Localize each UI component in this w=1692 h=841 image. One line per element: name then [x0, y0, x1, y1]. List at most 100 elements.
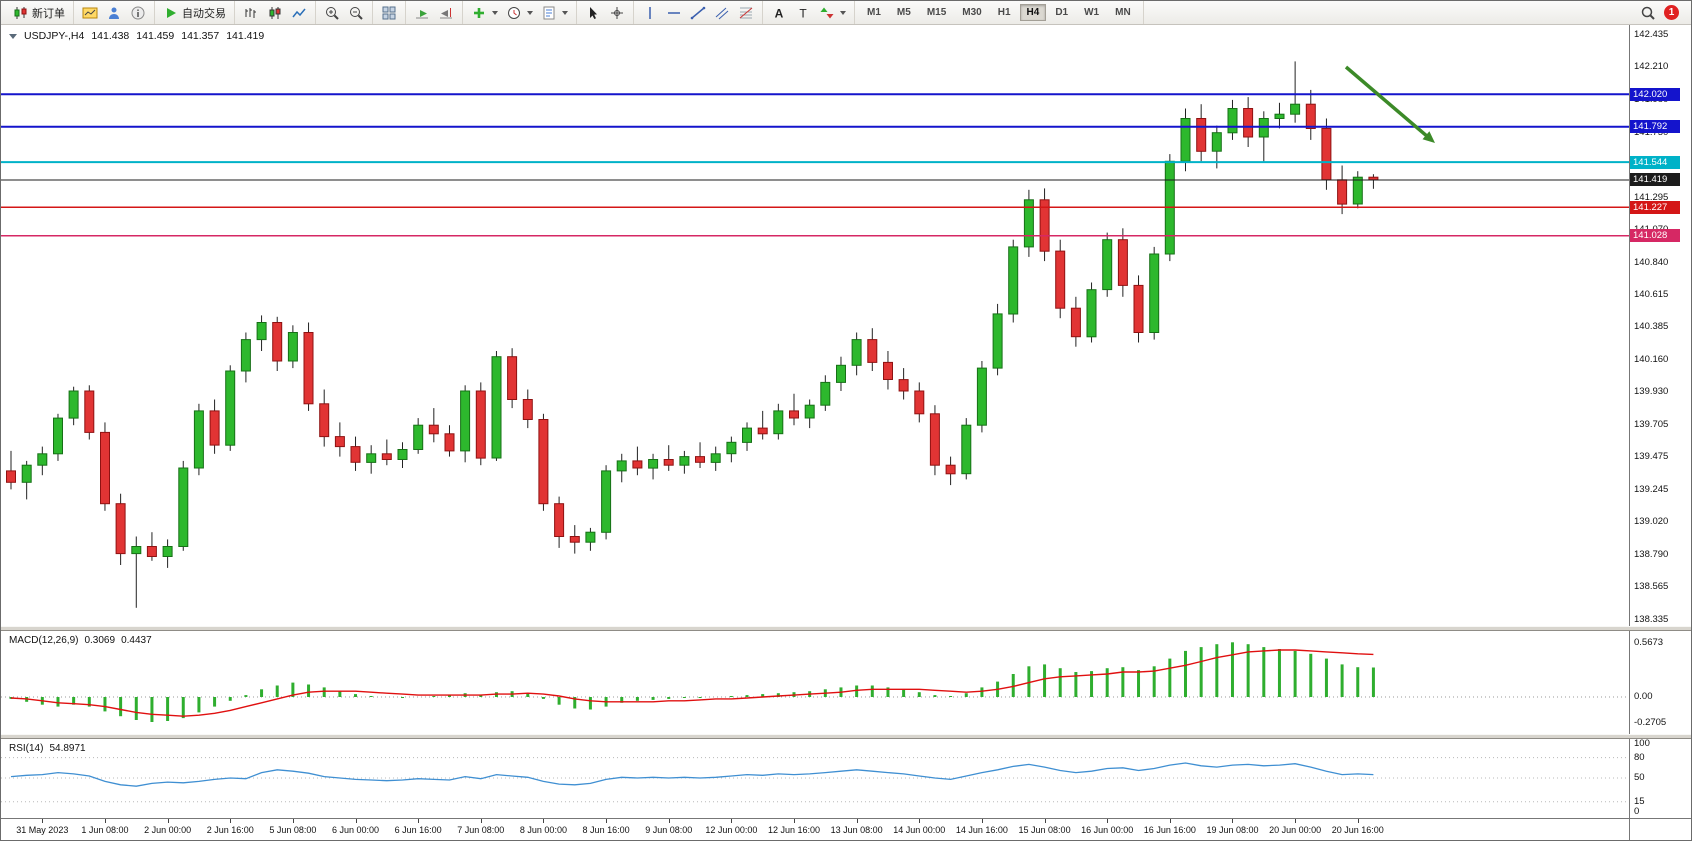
toolbar-group: 新订单 [5, 1, 74, 24]
periods-button[interactable] [502, 2, 537, 24]
time-axis-label: 15 Jun 08:00 [1018, 825, 1071, 835]
zoom-out-icon [348, 5, 364, 21]
time-axis-tickmark [42, 819, 44, 823]
text-button[interactable]: A [767, 2, 791, 24]
time-axis-tickmark [856, 819, 858, 823]
candlestick-button[interactable] [263, 2, 287, 24]
timeframe-mn-button[interactable]: MN [1115, 7, 1131, 18]
new-order-label: 新订单 [32, 7, 65, 20]
candlestick-plot [1, 25, 1629, 626]
cursor-button[interactable] [581, 2, 605, 24]
timeframe-h1-button[interactable]: H1 [997, 7, 1011, 18]
crosshair-button[interactable] [605, 2, 629, 24]
auto-scroll-button[interactable] [410, 2, 434, 24]
price-chart-panel[interactable]: USDJPY-,H4 141.438 141.459 141.357 141.4… [1, 25, 1629, 626]
notification-badge[interactable]: 1 [1664, 5, 1679, 20]
horizontal-line-button[interactable] [662, 2, 686, 24]
charts-icon [82, 5, 98, 21]
trendline-icon [690, 5, 706, 21]
rsi-axis: 100 80 50 15 0 [1629, 739, 1691, 818]
low-value: 141.357 [181, 30, 220, 42]
toolbar-group [463, 1, 577, 24]
toolbar-group [235, 1, 316, 24]
timeframe-m1-button[interactable]: M1 [867, 7, 881, 18]
price-axis-tick: 141.295 [1634, 191, 1669, 203]
search-icon[interactable] [1640, 5, 1656, 21]
time-axis-label: 16 Jun 00:00 [1081, 825, 1134, 835]
charts-button[interactable] [78, 2, 102, 24]
fibonacci-button[interactable] [734, 2, 758, 24]
text-label-button[interactable]: T [791, 2, 815, 24]
line-chart-button[interactable] [287, 2, 311, 24]
arrows-icon [819, 5, 835, 21]
dropdown-caret-icon[interactable] [562, 10, 568, 15]
tile-windows-icon [381, 5, 397, 21]
rsi-panel[interactable]: RSI(14) 54.8971 [1, 739, 1629, 818]
indicators-button[interactable] [467, 2, 502, 24]
time-axis-tickmark [794, 819, 795, 823]
time-axis-label: 6 Jun 16:00 [394, 825, 442, 835]
time-axis-tickmark [480, 819, 482, 823]
svg-text:A: A [775, 6, 784, 20]
dropdown-caret-icon[interactable] [527, 10, 533, 15]
high-value: 141.459 [136, 30, 175, 42]
rsi-name: RSI(14) [9, 743, 44, 754]
time-axis-label: 14 Jun 00:00 [893, 825, 946, 835]
time-axis-label: 5 Jun 08:00 [269, 825, 317, 835]
autotrading-label: 自动交易 [182, 7, 226, 20]
macd-axis-tick: 0.5673 [1634, 636, 1664, 648]
timeframe-m15-button[interactable]: M15 [926, 7, 947, 18]
rsi-plot [1, 739, 1629, 818]
price-axis-tick: 142.210 [1634, 61, 1669, 73]
macd-main-value: 0.3069 [84, 635, 116, 646]
chart-area: USDJPY-,H4 141.438 141.459 141.357 141.4… [1, 25, 1691, 840]
time-axis-tickmark [731, 819, 733, 823]
templates-icon [541, 5, 557, 21]
price-axis-tick: 139.245 [1634, 484, 1669, 496]
autotrading-button[interactable]: 自动交易 [159, 2, 230, 24]
panel-separator[interactable] [1, 734, 1691, 739]
time-axis-label: 2 Jun 16:00 [206, 825, 254, 835]
chart-shift-button[interactable] [434, 2, 458, 24]
templates-button[interactable] [537, 2, 572, 24]
rsi-axis-tick: 15 [1634, 795, 1645, 807]
profile-button[interactable] [102, 2, 126, 24]
horizontal-line-icon [666, 5, 682, 21]
dropdown-caret-icon[interactable] [492, 10, 498, 15]
price-axis-tick: 140.840 [1634, 256, 1669, 268]
dropdown-caret-icon[interactable] [840, 10, 846, 15]
zoom-out-button[interactable] [344, 2, 368, 24]
candlestick-icon [267, 5, 283, 21]
macd-panel[interactable]: MACD(12,26,9) 0.3069 0.4437 [1, 631, 1629, 734]
price-axis-tick: 139.020 [1634, 516, 1669, 528]
panel-separator[interactable] [1, 626, 1691, 631]
arrows-button[interactable] [815, 2, 850, 24]
community-button[interactable] [126, 2, 150, 24]
time-axis-label: 8 Jun 00:00 [519, 825, 567, 835]
macd-axis: 0.5673 0.00 -0.2705 [1629, 631, 1691, 734]
timeframe-w1-button[interactable]: W1 [1084, 7, 1100, 18]
time-axis-label: 2 Jun 00:00 [144, 825, 192, 835]
equidistant-channel-button[interactable] [710, 2, 734, 24]
tile-windows-button[interactable] [377, 2, 401, 24]
price-tag: 141.028 [1630, 229, 1680, 243]
zoom-in-button[interactable] [320, 2, 344, 24]
price-axis-tick: 138.790 [1634, 549, 1669, 561]
bar-chart-button[interactable] [239, 2, 263, 24]
time-axis-tickmark [1107, 819, 1109, 823]
timeframe-m5-button[interactable]: M5 [896, 7, 911, 18]
macd-signal-value: 0.4437 [121, 635, 152, 646]
rsi-axis-tick: 50 [1634, 772, 1645, 783]
vertical-line-button[interactable] [638, 2, 662, 24]
one-click-collapse-icon[interactable] [9, 33, 17, 39]
timeframe-group: M1 M5 M15 M30 H1 H4 D1 W1 MN [855, 1, 1144, 24]
timeframe-h4-button[interactable]: H4 [1019, 4, 1047, 21]
line-chart-icon [291, 5, 307, 21]
trendline-button[interactable] [686, 2, 710, 24]
timeframe-m30-button[interactable]: M30 [962, 7, 982, 18]
price-tag: 141.419 [1630, 173, 1680, 187]
new-order-button[interactable]: 新订单 [9, 2, 69, 24]
timeframe-d1-button[interactable]: D1 [1055, 7, 1069, 18]
